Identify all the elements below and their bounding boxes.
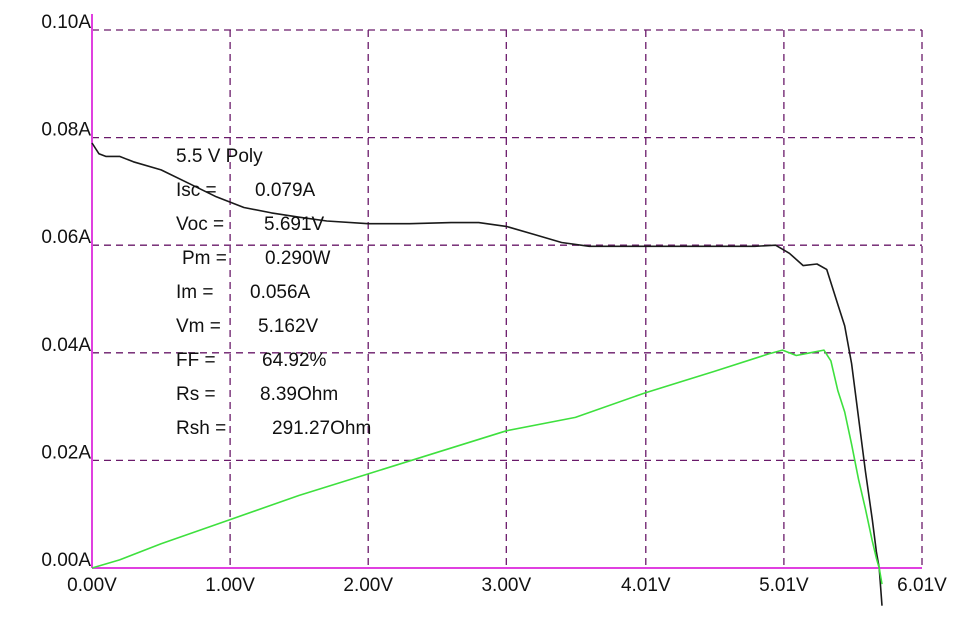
- info-label: Voc =: [176, 214, 224, 235]
- info-value: 64.92%: [262, 350, 327, 371]
- info-label: Pm =: [182, 248, 227, 269]
- power-curve-line: [91, 349, 883, 585]
- info-label: Vm =: [176, 316, 221, 337]
- info-label: Rs =: [176, 384, 216, 405]
- axes: [91, 14, 922, 569]
- x-tick-label: 6.01V: [897, 575, 947, 596]
- y-tick-label: 0.04A: [41, 335, 91, 356]
- info-value: 5.162V: [258, 316, 319, 337]
- info-label: FF =: [176, 350, 216, 371]
- x-tick-label: 2.00V: [343, 575, 393, 596]
- info-value: 0.079A: [255, 180, 316, 201]
- x-tick-label: 0.00V: [67, 575, 117, 596]
- x-tick-label: 1.00V: [205, 575, 255, 596]
- iv-curve-line: [91, 142, 883, 606]
- y-tick-label: 0.10A: [41, 12, 91, 33]
- info-value: 0.290W: [265, 248, 331, 269]
- y-tick-label: 0.06A: [41, 227, 91, 248]
- info-title: 5.5 V Poly: [176, 146, 263, 167]
- grid: [92, 29, 923, 568]
- info-box: 5.5 V Poly Isc = 0.079A Voc = 5.691V Pm = 0.2…: [176, 146, 371, 439]
- info-value: 5.691V: [264, 214, 325, 235]
- y-tick-label: 0.02A: [41, 442, 91, 463]
- y-tick-label: 0.00A: [41, 550, 91, 571]
- x-tick-label: 4.01V: [621, 575, 671, 596]
- info-value: 0.056A: [250, 282, 311, 303]
- x-tick-label: 5.01V: [759, 575, 809, 596]
- info-label: Im =: [176, 282, 213, 303]
- info-label: Rsh =: [176, 418, 226, 439]
- info-value: 291.27Ohm: [272, 418, 371, 439]
- info-label: Isc =: [176, 180, 217, 201]
- x-tick-label: 3.00V: [481, 575, 531, 596]
- series-layer: [91, 142, 883, 606]
- info-value: 8.39Ohm: [260, 384, 338, 405]
- tick-labels: 0.00V 1.00V 2.00V 3.00V 4.01V 5.01V 6.01V 0.00A…: [41, 12, 947, 596]
- y-tick-label: 0.08A: [41, 120, 91, 141]
